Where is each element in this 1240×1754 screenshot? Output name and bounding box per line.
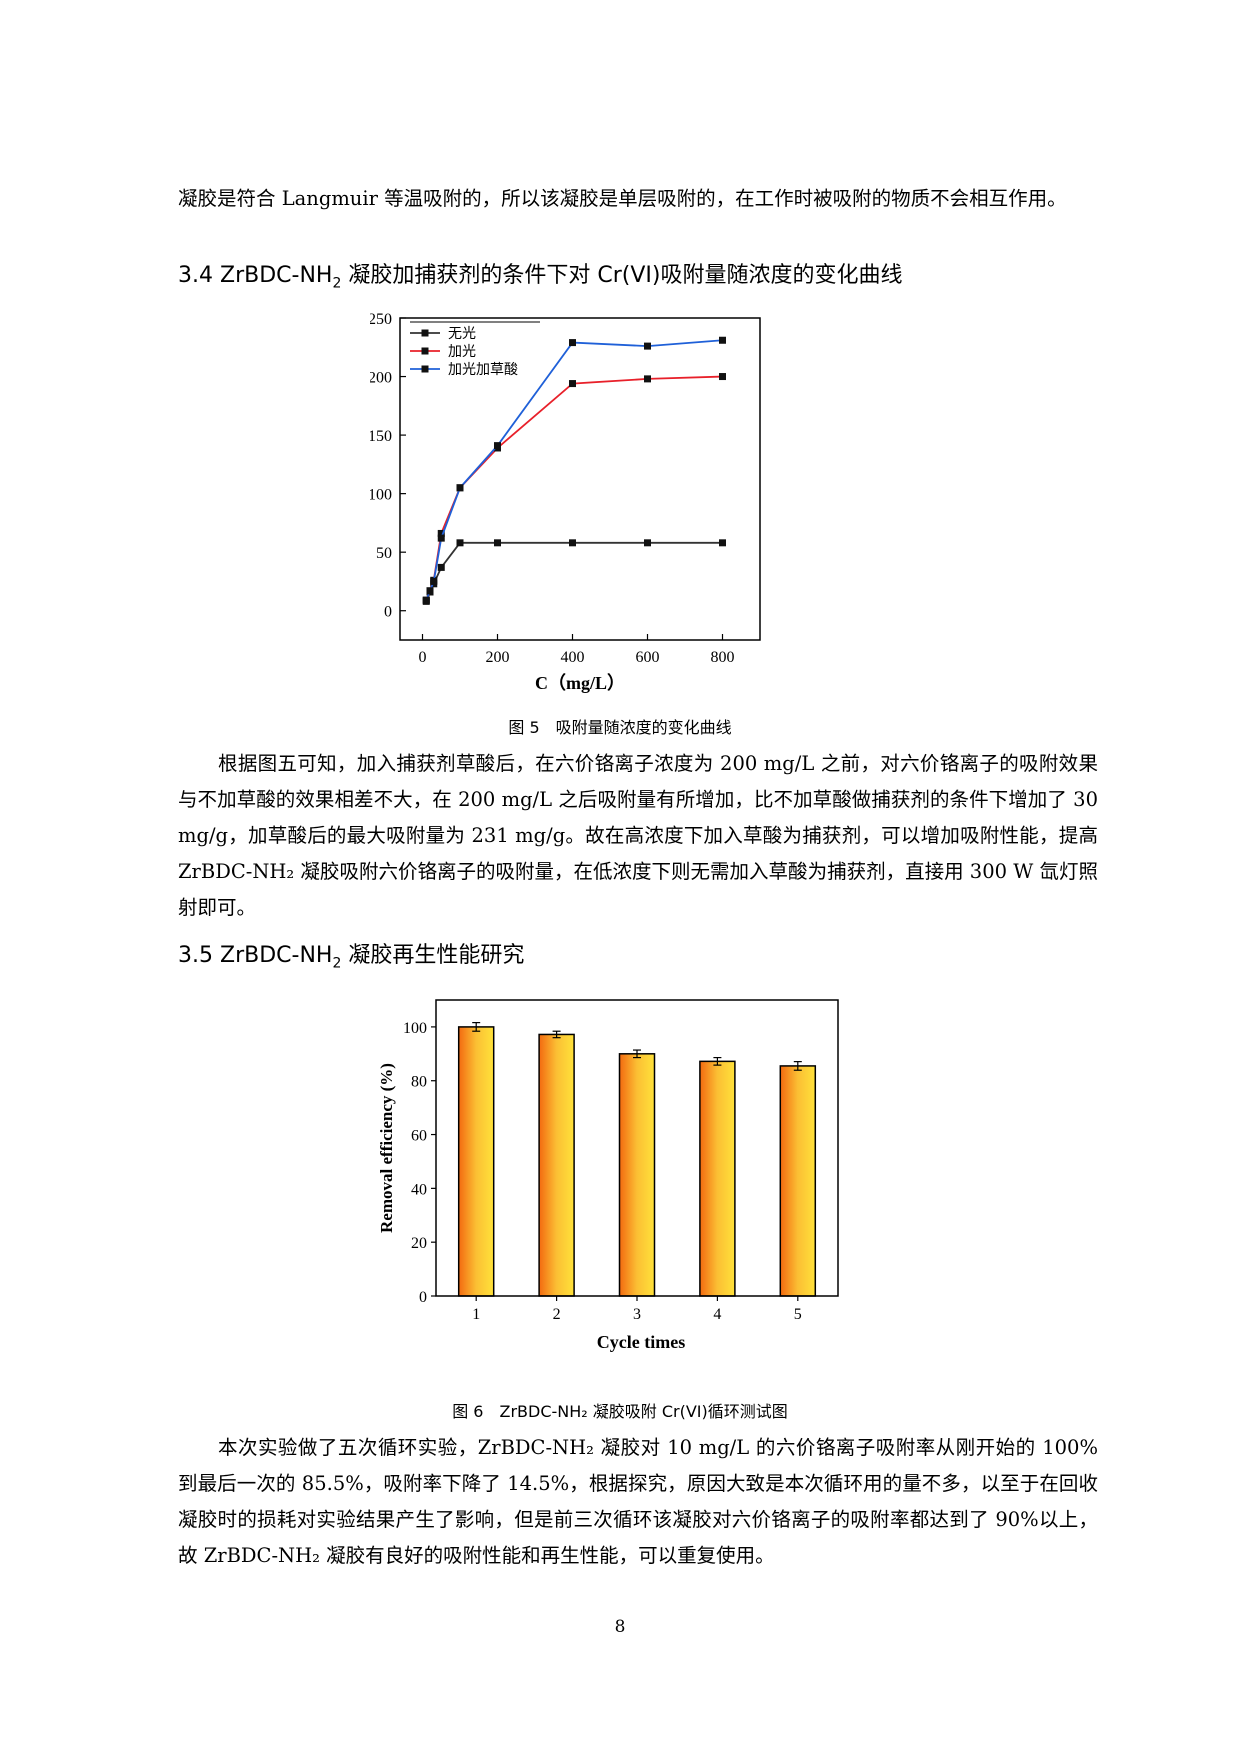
legend-marker	[421, 365, 429, 373]
data-point	[569, 339, 576, 347]
y-tick-label: 0	[384, 604, 392, 621]
paragraph-intro: 凝胶是符合 Langmuir 等温吸附的，所以该凝胶是单层吸附的，在工作时被吸附…	[178, 187, 1067, 210]
data-point	[569, 380, 576, 388]
data-point	[719, 539, 726, 547]
y-tick-label: 100	[403, 1020, 427, 1037]
x-tick-label: 5	[794, 1306, 802, 1323]
figure-6-caption: 图 6 ZrBDC-NH₂ 凝胶吸附 Cr(VI)循环测试图	[452, 1402, 788, 1421]
x-tick-label: 1	[472, 1306, 480, 1323]
y-tick-label: 150	[370, 428, 392, 445]
legend-marker	[421, 347, 429, 355]
data-point	[494, 442, 501, 450]
data-point	[644, 342, 651, 350]
bar	[618, 1053, 656, 1297]
bar	[457, 1026, 495, 1297]
y-tick-label: 0	[419, 1289, 427, 1306]
figure-5-line-chart: 0501001502002500200400600800C（mg/L）Amoun…	[370, 311, 761, 693]
section-heading-3-4: 3.4 ZrBDC-NH2 凝胶加捕获剂的条件下对 Cr(VI)吸附量随浓度的变…	[178, 263, 903, 292]
series-line	[425, 541, 723, 602]
x-tick-label: 0	[419, 649, 427, 666]
x-tick-label: 4	[713, 1306, 721, 1323]
x-tick-label: 400	[561, 649, 585, 666]
series-line	[425, 339, 723, 601]
paragraph-figure-5-analysis: 根据图五可知，加入捕获剂草酸后，在六价铬离子浓度为 200 mg/L 之前，对六…	[178, 752, 1098, 919]
series-line	[425, 375, 723, 601]
data-point	[430, 577, 438, 585]
y-tick-label: 60	[411, 1128, 427, 1145]
x-tick-label: 2	[553, 1306, 561, 1323]
data-point	[719, 373, 726, 381]
legend-label: 加光加草酸	[448, 362, 518, 378]
data-point	[494, 539, 501, 547]
bar	[699, 1060, 736, 1297]
x-axis-label: C（mg/L）	[535, 673, 625, 693]
data-point	[456, 539, 464, 547]
y-tick-label: 100	[370, 487, 392, 504]
y-tick-label: 40	[411, 1181, 427, 1198]
y-tick-label: 250	[370, 311, 392, 328]
data-point	[426, 587, 434, 595]
legend-label: 无光	[448, 326, 476, 342]
x-tick-label: 200	[486, 649, 510, 666]
x-tick-label: 600	[636, 649, 660, 666]
legend-marker	[421, 329, 429, 337]
data-point	[569, 539, 576, 547]
data-point	[437, 563, 445, 571]
data-point	[437, 534, 445, 542]
y-tick-label: 20	[411, 1235, 427, 1252]
x-axis-label: Cycle times	[597, 1332, 685, 1352]
section-heading-3-5: 3.5 ZrBDC-NH2 凝胶再生性能研究	[178, 943, 525, 972]
y-tick-label: 200	[370, 370, 392, 387]
data-point	[456, 484, 464, 492]
y-tick-label: 50	[376, 545, 392, 562]
figure-6-bar-chart: 0 20 40 60 80 100 Removal efficiency (%) 1 2 3 4 5 C…	[377, 999, 839, 1352]
paragraph-cycle-analysis: 本次实验做了五次循环实验，ZrBDC-NH₂ 凝胶对 10 mg/L 的六价铬离…	[178, 1436, 1098, 1567]
bar	[538, 1033, 575, 1297]
figure-5-caption: 图 5 吸附量随浓度的变化曲线	[508, 718, 732, 737]
data-point	[422, 596, 430, 604]
plot-frame	[435, 999, 839, 1297]
data-point	[719, 336, 726, 344]
plot-frame	[399, 317, 761, 641]
y-axis-label: Removal efficiency (%)	[377, 1063, 396, 1233]
data-point	[644, 539, 651, 547]
x-tick-label: 3	[633, 1306, 641, 1323]
x-tick-label: 800	[711, 649, 735, 666]
page-number: 8	[614, 1617, 626, 1637]
y-tick-label: 80	[411, 1074, 427, 1091]
bar	[779, 1065, 817, 1297]
data-point	[644, 375, 651, 383]
legend-label: 加光	[448, 344, 476, 360]
data-point	[437, 529, 445, 537]
